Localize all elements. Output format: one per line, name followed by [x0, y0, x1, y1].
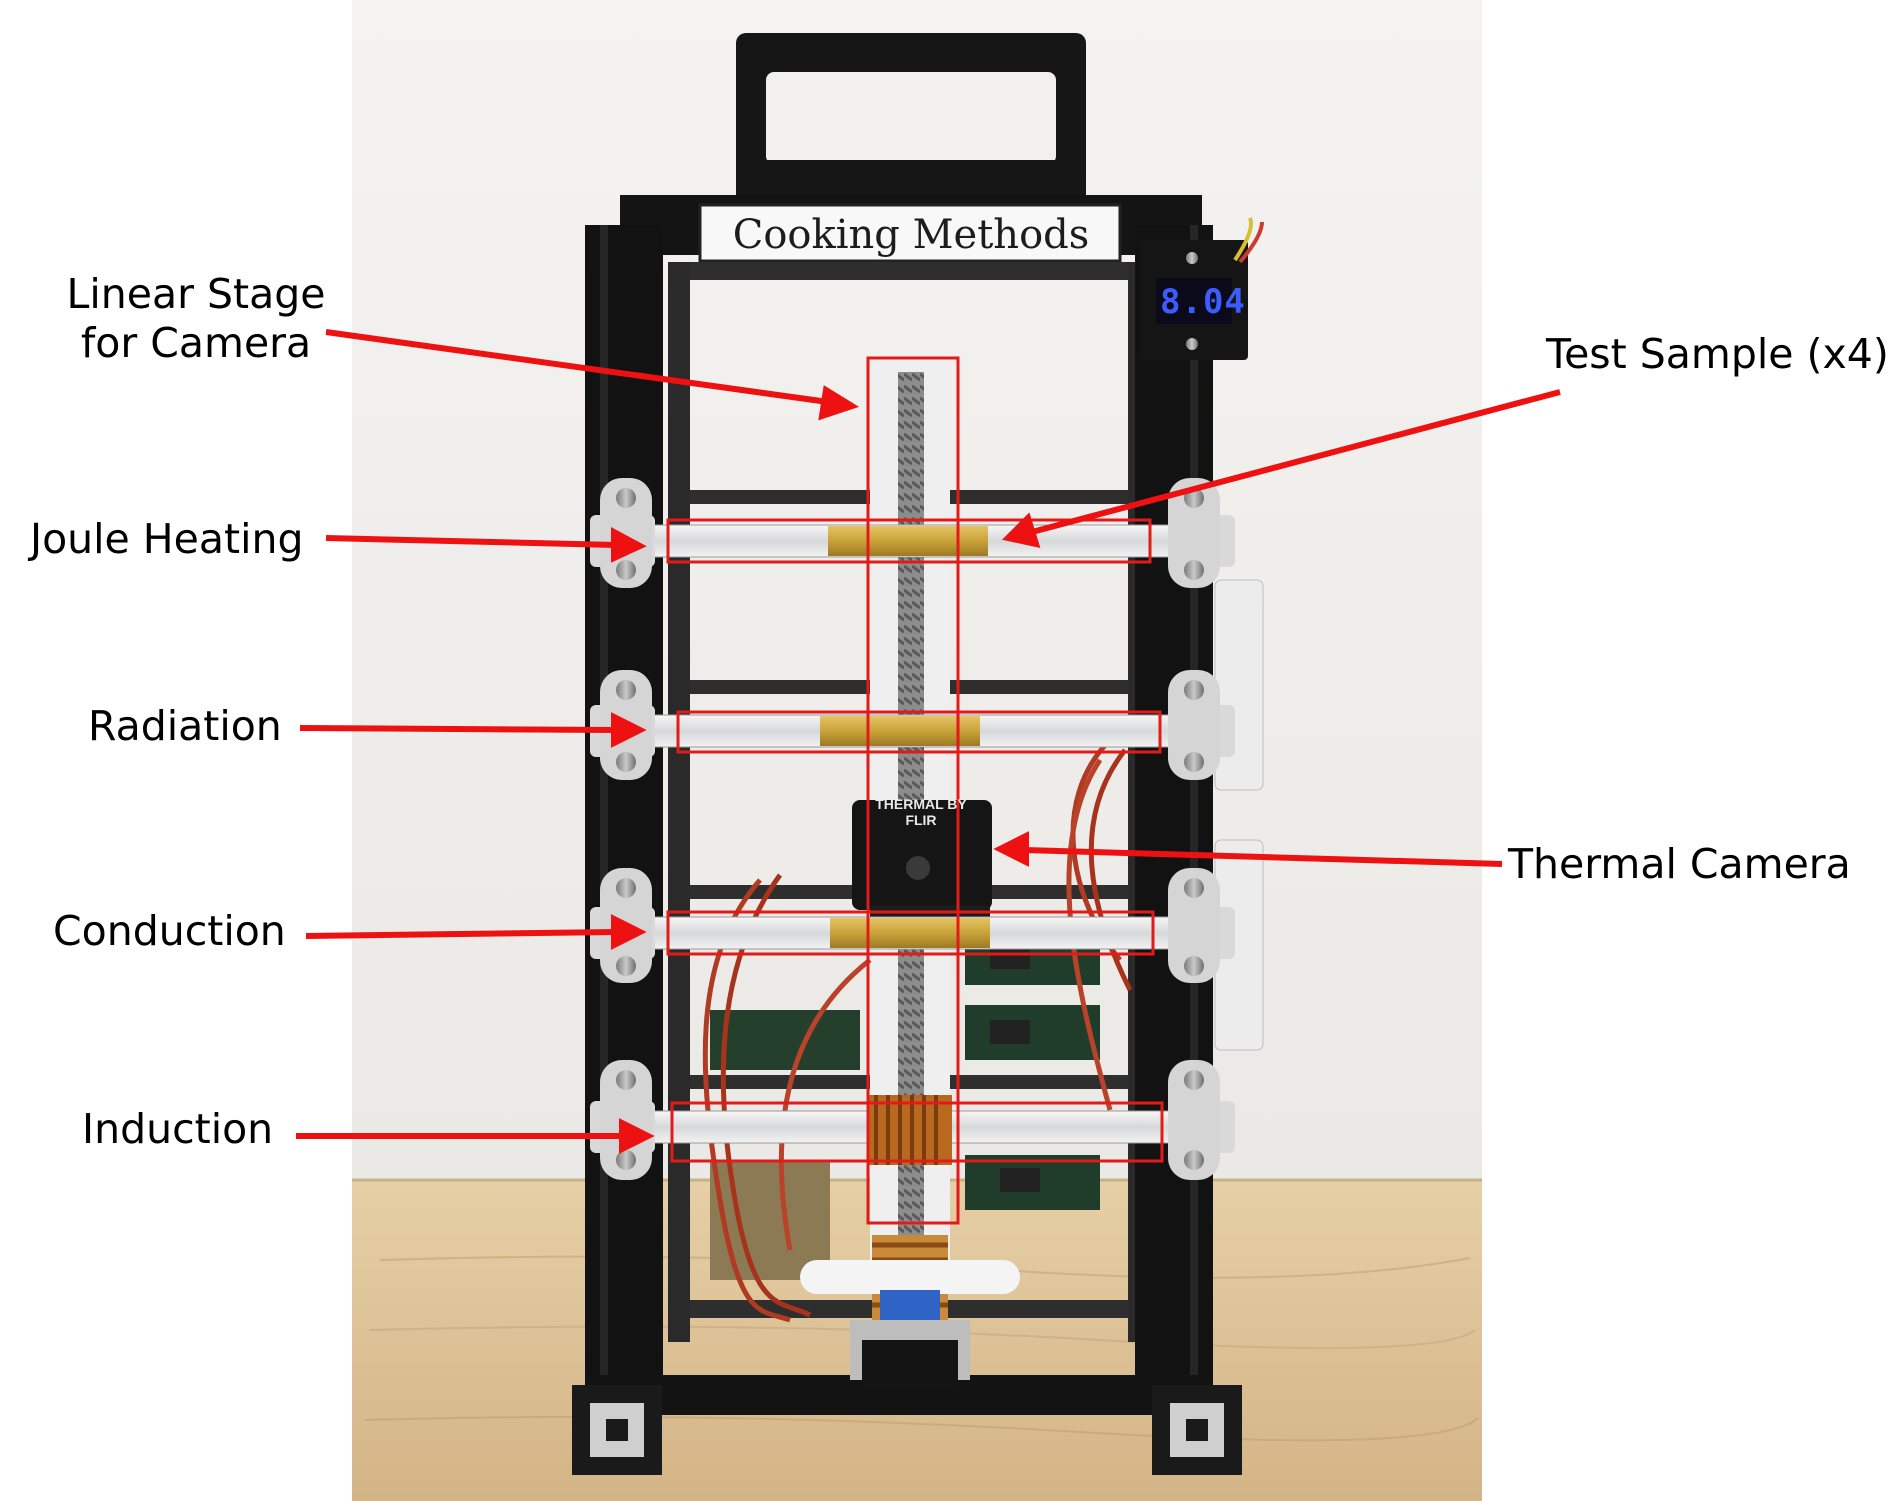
arrow-joule	[325, 535, 617, 548]
camera-brand-label: THERMAL BY FLIR	[875, 796, 967, 828]
arrow-radiation	[299, 725, 617, 733]
label-thermal-camera: Thermal Camera	[1508, 840, 1851, 888]
label-linear-stage-line1: Linear Stage	[66, 270, 326, 318]
device-sign: Cooking Methods	[732, 212, 1090, 258]
label-joule-heating: Joule Heating	[30, 515, 304, 563]
voltmeter-readout: 8.04	[1160, 282, 1246, 322]
label-linear-stage-line2: for Camera	[80, 319, 312, 368]
sample-2-highlight	[676, 710, 1162, 754]
arrow-linear-stage	[325, 329, 829, 405]
arrow-test-sample	[1031, 389, 1561, 535]
label-radiation: Radiation	[88, 702, 282, 750]
sample-4-highlight	[670, 1101, 1164, 1163]
label-test-sample: Test Sample (x4)	[1546, 330, 1889, 378]
sample-1-highlight	[666, 518, 1152, 564]
arrow-conduction	[305, 929, 617, 939]
sample-3-highlight	[666, 910, 1155, 956]
arrow-thermal-camera	[1023, 847, 1503, 867]
label-linear-stage: Linear Stage for Camera	[66, 270, 326, 368]
label-induction: Induction	[82, 1105, 274, 1153]
label-conduction: Conduction	[53, 907, 286, 955]
linear-stage-highlight	[866, 356, 960, 1225]
